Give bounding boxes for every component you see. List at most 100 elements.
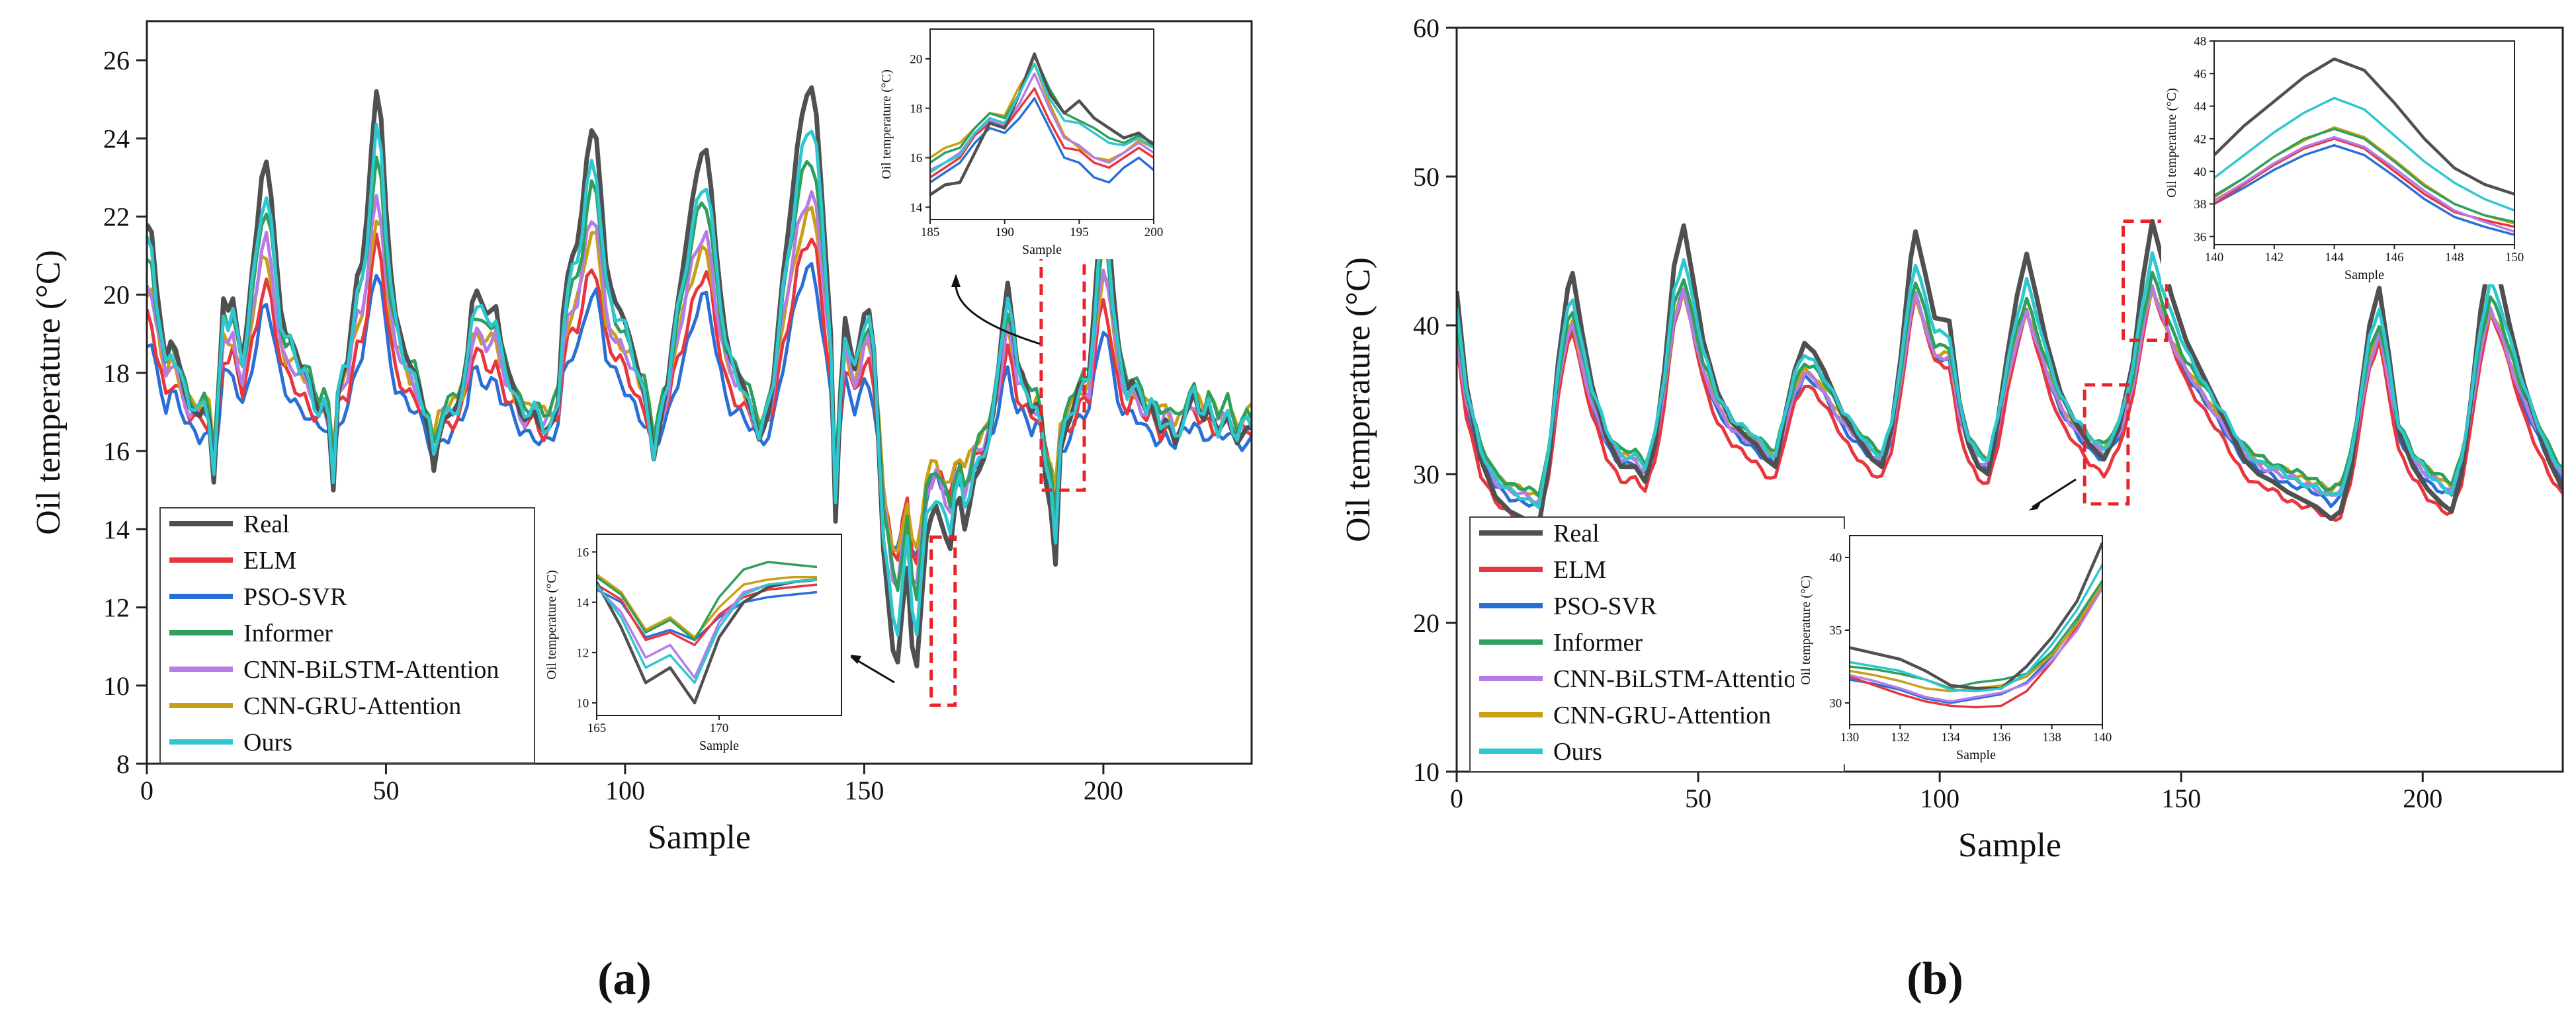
main-y-tick-label: 30 — [1413, 460, 1439, 489]
inset-series-line-real — [597, 578, 818, 705]
zoom-arrow-head — [2028, 501, 2041, 510]
main-x-tick-label: 50 — [372, 776, 399, 805]
main-x-tick-label: 50 — [1685, 784, 1711, 813]
legend-label-real: Real — [1553, 520, 1600, 548]
main-y-tick-label: 20 — [103, 280, 130, 310]
legend-label-elm: ELM — [1553, 556, 1606, 584]
main-y-axis-label: Oil temperature (°C) — [30, 250, 67, 535]
inset-series-line-real — [1850, 542, 2102, 690]
inset-y-axis-label: Oil temperature (°C) — [2165, 88, 2179, 198]
main-x-tick-label: 100 — [605, 776, 645, 805]
inset-y-tick-label: 38 — [2194, 198, 2206, 212]
inset-x-tick-label: 148 — [2445, 251, 2464, 264]
main-x-axis-label: Sample — [648, 819, 751, 856]
inset-series-line-pso-svr — [2214, 143, 2514, 236]
inset-x-tick-label: 165 — [587, 721, 607, 735]
inset-x-axis-label: Sample — [1022, 243, 1062, 257]
main-axes-frame — [146, 20, 1253, 765]
zoom-arrow-head — [848, 655, 861, 664]
inset-x-tick-label: 146 — [2385, 251, 2404, 264]
legend-label-cnn-gru-attention: CNN-GRU-Attention — [1553, 702, 1771, 729]
inset-chart: 165 170 10 12 14 16 Sample Oil temperature (°C) — [536, 528, 851, 755]
main-y-tick-label: 60 — [1413, 13, 1439, 43]
inset-series-group — [1850, 542, 2102, 709]
zoom-arrow — [955, 284, 1041, 345]
main-y-tick-label: 20 — [1413, 608, 1439, 638]
legend-label-cnn-bilstm-attention: CNN-BiLSTM-Attention — [243, 656, 499, 684]
legend-label-informer: Informer — [243, 620, 333, 647]
inset-series-line-ours — [597, 578, 818, 684]
inset-series-line-ours — [1850, 564, 2102, 693]
main-y-tick-label: 40 — [1413, 311, 1439, 341]
inset-axes-frame — [2213, 40, 2515, 245]
inset-series-group — [597, 561, 818, 705]
main-x-tick-label: 0 — [1450, 784, 1463, 813]
panel-label-b: (b) — [1907, 954, 1963, 1004]
main-y-tick-label: 16 — [103, 436, 130, 466]
zoom-arrow-head — [951, 274, 961, 287]
inset-y-tick-label: 10 — [576, 697, 589, 711]
legend-label-pso-svr: PSO-SVR — [243, 583, 347, 611]
inset-y-tick-label: 40 — [2194, 165, 2206, 179]
inset-x-tick-label: 200 — [1144, 225, 1164, 239]
inset-x-tick-label: 134 — [1942, 731, 1961, 745]
inset-series-line-real — [930, 52, 1154, 196]
main-y-tick-label: 14 — [103, 514, 130, 544]
zoom-highlight-box — [2122, 220, 2168, 342]
inset-series-line-cnn-gru-attention — [597, 573, 817, 639]
inset-y-tick-label: 46 — [2194, 67, 2206, 81]
inset-y-tick-label: 40 — [1829, 551, 1842, 565]
legend-label-ours: Ours — [1553, 738, 1602, 766]
main-x-tick-label: 150 — [844, 776, 884, 805]
inset-series-line-ours — [2214, 97, 2514, 212]
main-y-tick-label: 10 — [1413, 757, 1439, 787]
zoom-arrow — [2032, 478, 2077, 508]
inset-x-tick-label: 185 — [921, 225, 940, 239]
inset-x-tick-label: 150 — [2505, 251, 2524, 264]
inset-x-tick-label: 132 — [1891, 731, 1910, 745]
inset-y-tick-label: 44 — [2194, 100, 2207, 114]
zoom-highlight-box — [929, 535, 957, 707]
main-y-tick-label: 10 — [103, 671, 130, 701]
main-y-tick-label: 18 — [103, 358, 130, 388]
inset-y-axis-label: Oil temperature (°C) — [544, 570, 559, 680]
inset-x-tick-label: 140 — [2205, 251, 2224, 264]
inset-x-axis-label: Sample — [2344, 268, 2384, 282]
zoom-highlight-box — [2082, 383, 2130, 506]
main-y-tick-label: 8 — [116, 749, 130, 779]
main-y-tick-label: 26 — [103, 46, 130, 75]
inset-x-tick-label: 142 — [2265, 251, 2284, 264]
inset-series-group — [930, 52, 1154, 196]
series-line-real — [1457, 219, 2563, 529]
legend-label-informer: Informer — [1553, 629, 1643, 657]
inset-series-line-informer — [2214, 128, 2514, 223]
series-line-elm — [1457, 285, 2563, 528]
inset-y-tick-label: 35 — [1829, 624, 1842, 638]
legend-label-cnn-gru-attention: CNN-GRU-Attention — [243, 692, 461, 720]
inset-x-tick-label: 138 — [2042, 731, 2061, 745]
series-line-ours — [147, 122, 1252, 637]
inset-y-tick-label: 16 — [576, 546, 589, 559]
panel-label-a: (a) — [597, 954, 652, 1004]
inset-series-line-real — [2214, 57, 2514, 196]
main-x-tick-label: 100 — [1920, 784, 1959, 813]
inset-y-tick-label: 18 — [910, 102, 922, 116]
inset-plot-background — [2214, 41, 2514, 245]
legend-label-cnn-bilstm-attention: CNN-BiLSTM-Attention — [1553, 665, 1809, 693]
main-y-tick-label: 24 — [103, 124, 130, 153]
inset-series-line-ours — [930, 62, 1154, 174]
inset-x-axis-label: Sample — [699, 739, 739, 753]
legend-label-ours: Ours — [243, 729, 292, 756]
main-x-tick-label: 200 — [1084, 776, 1123, 805]
legend-label-pso-svr: PSO-SVR — [1553, 592, 1657, 620]
main-y-tick-label: 50 — [1413, 162, 1439, 192]
legend: Real ELM PSO-SVR Informer CNN-BiLSTM-Attenti… — [159, 507, 535, 764]
main-x-axis-label: Sample — [1958, 827, 2061, 864]
inset-series-group — [2214, 57, 2514, 236]
inset-x-tick-label: 140 — [2093, 731, 2112, 745]
inset-plot-background — [930, 29, 1154, 220]
inset-x-tick-label: 170 — [710, 721, 729, 735]
inset-y-axis-label: Oil temperature (°C) — [879, 69, 894, 179]
inset-series-line-elm — [930, 87, 1154, 179]
